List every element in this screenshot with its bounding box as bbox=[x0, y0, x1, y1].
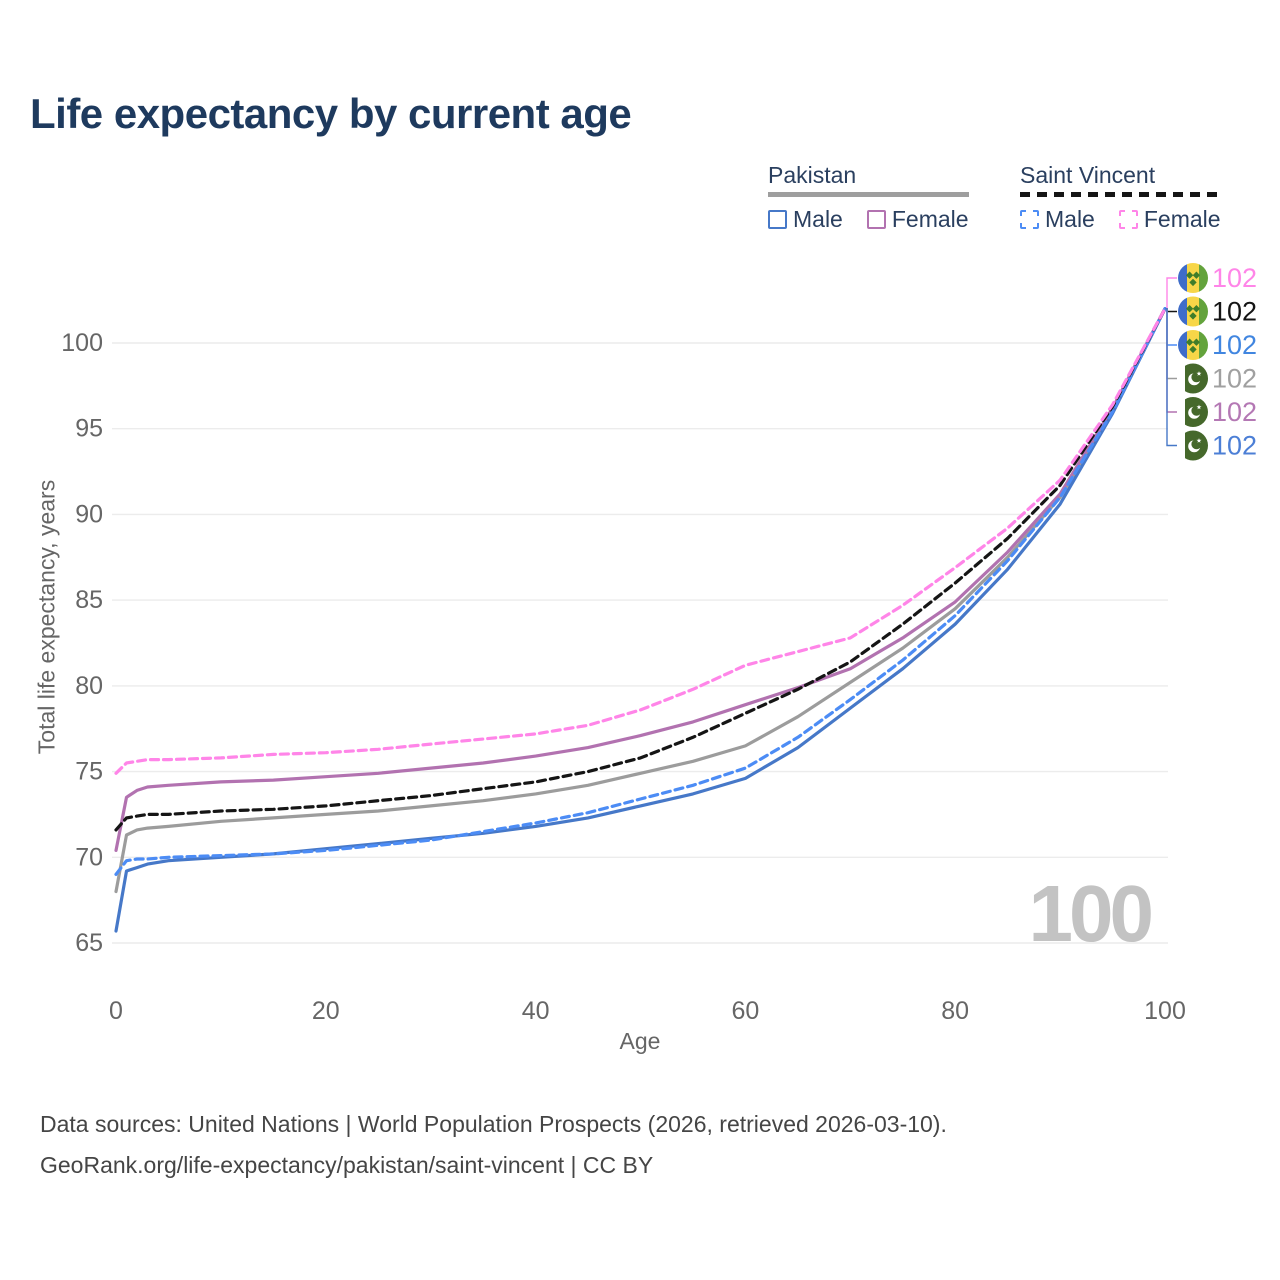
series-line-saint-vincent-male bbox=[114, 307, 1167, 877]
x-axis-title: Age bbox=[619, 1028, 661, 1054]
series-line-saint-vincent-all bbox=[114, 307, 1167, 832]
y-tick-label: 90 bbox=[75, 500, 103, 528]
legend-group-pakistan: Pakistan Male Female bbox=[768, 162, 969, 233]
legend-group-saint-vincent: Saint Vincent Male Female bbox=[1020, 162, 1221, 233]
pakistan-female-swatch-icon bbox=[866, 210, 886, 229]
series-line-pakistan-all bbox=[114, 307, 1167, 894]
saint-vincent-male-swatch-icon bbox=[1020, 210, 1039, 229]
saint-vincent-flag-icon bbox=[1178, 330, 1208, 360]
legend-label-pakistan-male: Male bbox=[793, 206, 843, 232]
end-value-label-saint-vincent-all: 102 bbox=[1212, 297, 1257, 327]
flag-star bbox=[1196, 404, 1202, 410]
x-tick-label: 40 bbox=[522, 997, 550, 1025]
flag-star bbox=[1196, 438, 1202, 443]
end-value-label-saint-vincent-female: 102 bbox=[1212, 263, 1257, 293]
x-tick-label: 100 bbox=[1144, 997, 1186, 1025]
end-value-label-pakistan-female: 102 bbox=[1212, 397, 1257, 427]
end-value-label-pakistan-all: 102 bbox=[1212, 364, 1257, 394]
series-line-pakistan-female bbox=[114, 307, 1167, 853]
x-tick-label: 0 bbox=[109, 997, 123, 1025]
end-value-label-pakistan-male: 102 bbox=[1212, 431, 1257, 461]
y-axis-title: Total life expectancy, years bbox=[33, 479, 60, 755]
x-tick-label: 60 bbox=[731, 997, 759, 1025]
legend-item-pakistan-male: Male bbox=[768, 206, 843, 233]
legend-label-saint-vincent-female: Female bbox=[1143, 206, 1221, 232]
legend-underline-saint-vincent-dashed bbox=[1020, 192, 1221, 197]
x-tick-label: 80 bbox=[941, 997, 969, 1025]
y-tick-label: 70 bbox=[75, 843, 103, 871]
legend-row-saint-vincent: Male Female bbox=[1020, 206, 1221, 233]
legend-label-saint-vincent-male: Male bbox=[1045, 206, 1095, 232]
saint-vincent-flag-icon bbox=[1178, 263, 1208, 293]
footer-data-sources: Data sources: United Nations | World Pop… bbox=[40, 1111, 947, 1137]
y-tick-label: 100 bbox=[61, 329, 103, 357]
y-tick-label: 75 bbox=[75, 758, 103, 786]
y-tick-label: 80 bbox=[75, 672, 103, 700]
footer-attribution-url: GeoRank.org/life-expectancy/pakistan/sai… bbox=[40, 1152, 654, 1178]
legend-label-pakistan-female: Female bbox=[891, 206, 969, 232]
flag-star bbox=[1196, 371, 1202, 376]
legend-country-saint-vincent: Saint Vincent bbox=[1020, 162, 1156, 188]
series-line-saint-vincent-female bbox=[114, 307, 1167, 775]
series-line-pakistan-male bbox=[114, 307, 1167, 933]
x-tick-label: 20 bbox=[312, 997, 340, 1025]
end-connector-saint-vincent-female bbox=[1165, 277, 1177, 310]
legend-item-pakistan-female: Female bbox=[866, 206, 969, 233]
legend-country-pakistan: Pakistan bbox=[768, 162, 857, 188]
saint-vincent-female-swatch-icon bbox=[1118, 210, 1138, 229]
page-title: Life expectancy by current age bbox=[30, 90, 632, 137]
pakistan-flag-icon bbox=[1178, 430, 1208, 461]
current-age-watermark: 100 bbox=[1028, 869, 1154, 958]
pakistan-flag-icon bbox=[1178, 363, 1208, 394]
legend-item-saint-vincent-male: Male bbox=[1020, 206, 1095, 233]
y-tick-label: 95 bbox=[75, 415, 103, 443]
end-connector-pakistan-male bbox=[1165, 308, 1177, 447]
legend-row-pakistan: Male Female bbox=[768, 206, 969, 233]
pakistan-flag-icon bbox=[1178, 397, 1208, 427]
footer: Data sources: United Nations | World Pop… bbox=[40, 1104, 947, 1186]
y-tick-label: 65 bbox=[75, 929, 103, 957]
legend-underline-pakistan-solid bbox=[768, 192, 969, 197]
pakistan-male-swatch-icon bbox=[768, 210, 787, 229]
legend-item-saint-vincent-female: Female bbox=[1118, 206, 1221, 233]
y-tick-label: 85 bbox=[75, 586, 103, 614]
end-value-label-saint-vincent-male: 102 bbox=[1212, 330, 1257, 360]
saint-vincent-flag-icon bbox=[1178, 296, 1208, 327]
